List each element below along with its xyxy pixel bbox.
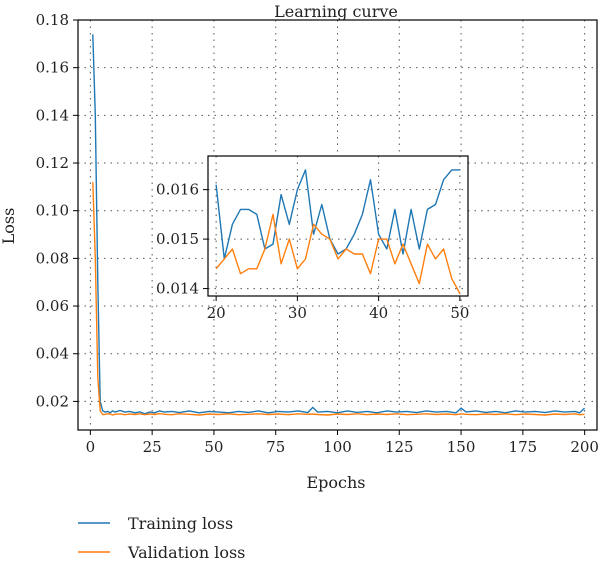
inset-frame bbox=[207, 155, 469, 297]
inset-series-line-1 bbox=[215, 213, 461, 294]
main-x-tick-label-2: 50 bbox=[204, 438, 223, 456]
inset-x-tick-label-3: 50 bbox=[450, 304, 469, 322]
x-axis-title: Epochs bbox=[306, 473, 365, 492]
inset-axis-ticks: 20 30 40 50 0.014 0.015 0.016 bbox=[156, 181, 469, 322]
legend-label-validation: Validation loss bbox=[127, 543, 245, 562]
inset-x-tick-label-1: 30 bbox=[288, 304, 307, 322]
main-x-tick-label-6: 150 bbox=[447, 438, 476, 456]
main-y-tick-label-4: 0.10 bbox=[36, 202, 69, 220]
main-x-tick-label-8: 200 bbox=[570, 438, 599, 456]
inset-y-tick-label-1: 0.015 bbox=[156, 230, 199, 248]
main-x-tick-label-0: 0 bbox=[86, 438, 96, 456]
main-x-tick-label-5: 125 bbox=[385, 438, 414, 456]
inset-y-tick-label-0: 0.014 bbox=[156, 280, 199, 298]
main-axis-ticks: 0 25 50 75 100 125 150 175 200 0.02 0.04 0.06 0.08 0.… bbox=[36, 11, 599, 456]
main-y-tick-label-5: 0.12 bbox=[36, 154, 69, 172]
y-axis-title: Loss bbox=[0, 208, 18, 245]
main-x-tick-label-3: 75 bbox=[266, 438, 285, 456]
main-y-tick-label-6: 0.14 bbox=[36, 106, 69, 124]
inset-background bbox=[208, 156, 468, 296]
main-x-tick-label-7: 175 bbox=[509, 438, 538, 456]
main-y-tick-label-7: 0.16 bbox=[36, 59, 69, 77]
inset-x-tick-label-0: 20 bbox=[207, 304, 226, 322]
inset-y-tick-label-2: 0.016 bbox=[156, 181, 199, 199]
main-y-tick-label-3: 0.08 bbox=[36, 249, 69, 267]
inset-series-lines bbox=[215, 169, 461, 294]
main-y-tick-label-1: 0.04 bbox=[36, 345, 69, 363]
main-x-tick-label-1: 25 bbox=[143, 438, 162, 456]
legend-label-training: Training loss bbox=[128, 514, 233, 533]
main-series-line-1 bbox=[92, 182, 585, 416]
inset-x-tick-label-2: 40 bbox=[369, 304, 388, 322]
main-series-lines bbox=[92, 34, 586, 416]
main-y-tick-label-2: 0.06 bbox=[36, 297, 69, 315]
inset-grid bbox=[208, 156, 468, 296]
legend: Training loss Validation loss bbox=[78, 514, 245, 562]
main-x-tick-label-4: 100 bbox=[323, 438, 352, 456]
main-y-tick-label-0: 0.02 bbox=[36, 392, 69, 410]
inset-zoom: 20 30 40 50 0.014 0.015 0.016 bbox=[156, 155, 469, 322]
chart-title: Learning curve bbox=[274, 2, 398, 21]
main-series-line-0 bbox=[92, 34, 586, 415]
main-y-tick-label-8: 0.18 bbox=[36, 11, 69, 29]
inset-series-line-0 bbox=[215, 169, 460, 260]
